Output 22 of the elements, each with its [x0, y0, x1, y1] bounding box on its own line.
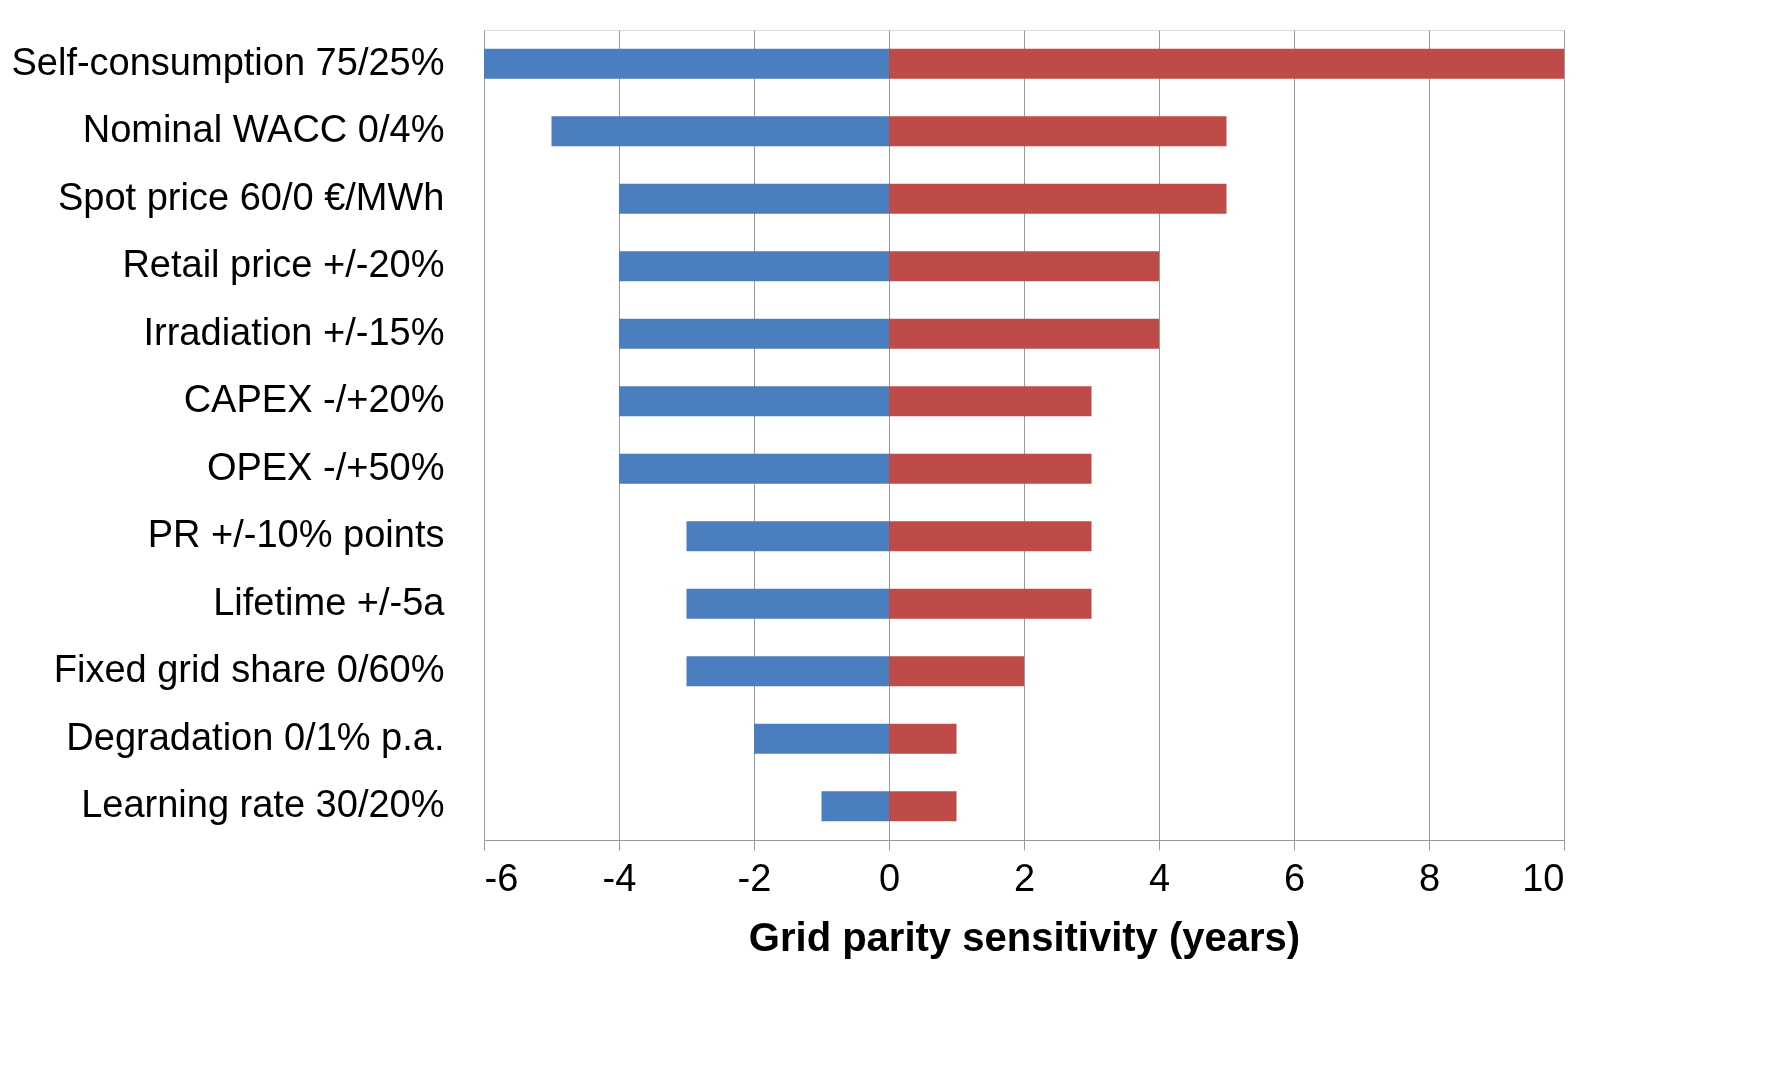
- y-tick-label: Spot price 60/0 €/MWh: [57, 175, 445, 218]
- x-tick-label: 10: [1522, 856, 1565, 899]
- y-tick-label: Lifetime +/-5a: [213, 580, 446, 623]
- x-tick-label: 6: [1283, 856, 1306, 899]
- y-tick-label: PR +/-10% points: [147, 513, 445, 556]
- x-tick-label: -4: [602, 856, 637, 899]
- y-tick-label: Retail price +/-20%: [122, 243, 445, 286]
- y-tick-label: Learning rate 30/20%: [81, 783, 445, 826]
- y-tick-label: Degradation 0/1% p.a.: [66, 715, 445, 758]
- y-tick-label: Fixed grid share 0/60%: [53, 648, 445, 691]
- x-tick-label: 4: [1148, 856, 1171, 899]
- x-axis-title: Grid parity sensitivity (years): [748, 914, 1301, 959]
- x-tick-label: 0: [878, 856, 901, 899]
- y-tick-label: Nominal WACC 0/4%: [82, 108, 445, 151]
- y-tick-label: Self-consumption 75/25%: [11, 40, 445, 83]
- x-tick-label: -2: [737, 856, 772, 899]
- x-tick-label: 8: [1418, 856, 1441, 899]
- y-tick-label: CAPEX -/+20%: [183, 378, 445, 421]
- y-tick-label: OPEX -/+50%: [206, 445, 445, 488]
- x-tick-label: 2: [1013, 856, 1036, 899]
- x-tick-label: -6: [484, 856, 519, 899]
- y-tick-label: Irradiation +/-15%: [143, 310, 445, 353]
